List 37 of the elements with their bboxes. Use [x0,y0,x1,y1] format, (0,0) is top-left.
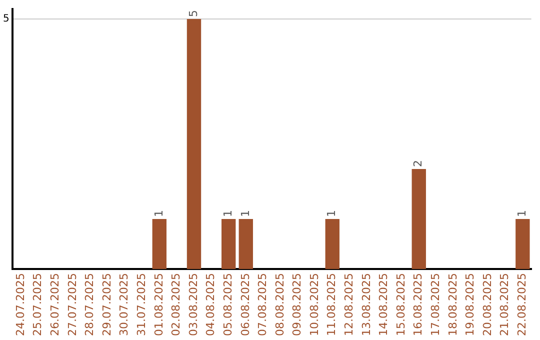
x-tick-label: 21.08.2025 [498,273,512,336]
x-tick-label: 11.08.2025 [325,273,338,336]
x-tick-label: 19.08.2025 [464,273,477,336]
data-label: 1 [238,210,252,218]
x-tick-label: 29.07.2025 [100,273,114,336]
x-tick-label: 16.08.2025 [412,273,425,336]
x-tick-label: 30.07.2025 [118,273,131,336]
x-tick-label: 27.07.2025 [66,273,79,336]
x-tick-label: 02.08.2025 [170,273,183,336]
x-tick-label: 03.08.2025 [186,273,200,336]
x-tick-label: 25.07.2025 [31,273,44,336]
x-tick-label: 06.08.2025 [238,273,252,336]
x-tick-label: 09.08.2025 [290,273,304,336]
data-label: 1 [325,210,338,218]
x-tick-label: 13.08.2025 [360,273,373,336]
x-tick-label: 05.08.2025 [221,273,234,336]
data-label: 1 [152,210,166,218]
data-label: 2 [412,160,425,168]
x-tick-label: 24.07.2025 [14,273,27,336]
x-tick-label: 12.08.2025 [342,273,356,336]
x-tick-label: 17.08.2025 [429,273,442,336]
data-label: 5 [186,10,200,17]
x-tick-label: 10.08.2025 [308,273,321,336]
x-tick-label: 01.08.2025 [152,273,166,336]
x-tick-label: 31.07.2025 [134,273,148,336]
x-tick-label: 20.08.2025 [480,273,494,336]
x-tick-label: 07.08.2025 [256,273,270,336]
x-tick-label: 26.07.2025 [48,273,62,336]
x-tick-label: 08.08.2025 [273,273,286,336]
x-tick-label: 22.08.2025 [516,273,529,336]
x-tick-label: 14.08.2025 [377,273,390,336]
x-tick-label: 28.07.2025 [83,273,96,336]
x-tick-label: 04.08.2025 [204,273,218,336]
data-label: 1 [221,210,234,218]
x-tick-label: 15.08.2025 [394,273,408,336]
x-tick-label: 18.08.2025 [446,273,460,336]
data-label: 1 [516,210,529,218]
